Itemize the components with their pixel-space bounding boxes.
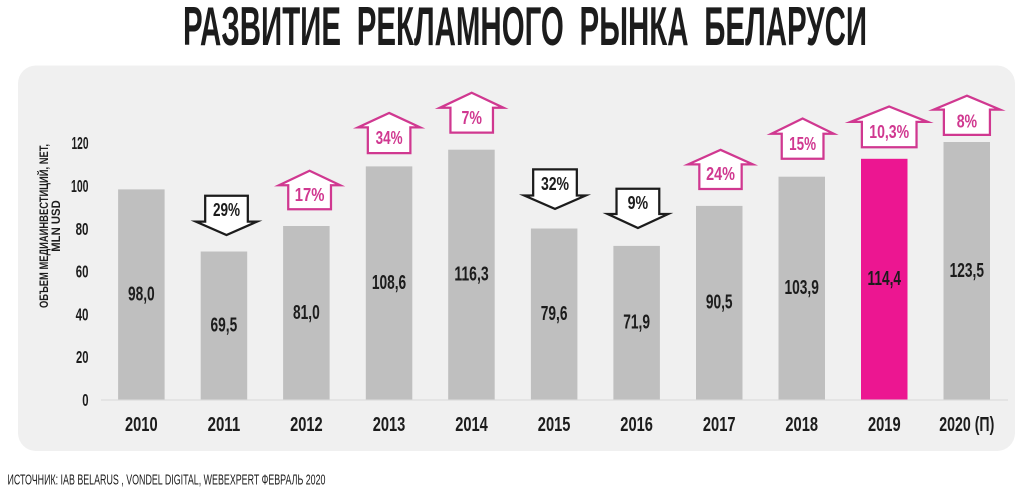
svg-text:0: 0: [82, 390, 88, 410]
svg-text:2014: 2014: [455, 413, 488, 436]
svg-text:2011: 2011: [208, 413, 241, 436]
svg-text:2012: 2012: [290, 413, 323, 436]
svg-text:10,3%: 10,3%: [869, 122, 909, 142]
svg-text:90,5: 90,5: [706, 292, 733, 314]
svg-text:98,0: 98,0: [128, 283, 155, 305]
svg-text:29%: 29%: [213, 200, 240, 220]
svg-text:116,3: 116,3: [454, 264, 488, 286]
svg-text:2020 (П): 2020 (П): [939, 413, 994, 436]
svg-text:60: 60: [76, 262, 89, 282]
svg-text:2019: 2019: [868, 413, 901, 436]
svg-text:120: 120: [72, 133, 89, 153]
svg-text:РАЗВИТИЕ РЕКЛАМНОГО РЫНКА БЕЛА: РАЗВИТИЕ РЕКЛАМНОГО РЫНКА БЕЛАРУСИ: [183, 0, 867, 57]
svg-text:79,6: 79,6: [541, 303, 568, 325]
svg-text:32%: 32%: [541, 174, 569, 194]
svg-text:81,0: 81,0: [293, 302, 320, 324]
svg-text:9%: 9%: [628, 193, 649, 213]
svg-text:15%: 15%: [789, 134, 816, 154]
svg-text:2015: 2015: [538, 413, 571, 436]
svg-text:71,9: 71,9: [623, 312, 650, 334]
svg-text:2017: 2017: [703, 413, 736, 436]
svg-text:40: 40: [76, 304, 89, 324]
svg-text:MLN USD: MLN USD: [51, 200, 63, 252]
svg-text:20: 20: [76, 347, 89, 367]
svg-text:80: 80: [76, 219, 89, 239]
svg-text:100: 100: [71, 176, 89, 196]
svg-text:24%: 24%: [706, 164, 735, 184]
svg-text:69,5: 69,5: [211, 315, 238, 337]
svg-text:17%: 17%: [295, 185, 325, 205]
svg-text:2016: 2016: [620, 413, 653, 436]
svg-text:2013: 2013: [373, 413, 406, 436]
svg-text:114,4: 114,4: [868, 268, 902, 290]
svg-text:ИСТОЧНИК: IAB BELARUS , VONDEL: ИСТОЧНИК: IAB BELARUS , VONDEL DIGITAL, …: [8, 473, 326, 489]
svg-text:34%: 34%: [376, 128, 403, 148]
svg-text:108,6: 108,6: [372, 272, 406, 294]
svg-text:2010: 2010: [125, 413, 158, 436]
svg-text:2018: 2018: [785, 413, 818, 436]
svg-text:8%: 8%: [957, 111, 977, 131]
svg-text:123,5: 123,5: [950, 260, 984, 282]
svg-text:103,9: 103,9: [785, 277, 819, 299]
svg-text:ОБЪЕМ МЕДИАИНВЕСТИЦИЙ, NET,: ОБЪЕМ МЕДИАИНВЕСТИЦИЙ, NET,: [38, 144, 51, 308]
svg-text:7%: 7%: [462, 108, 482, 128]
